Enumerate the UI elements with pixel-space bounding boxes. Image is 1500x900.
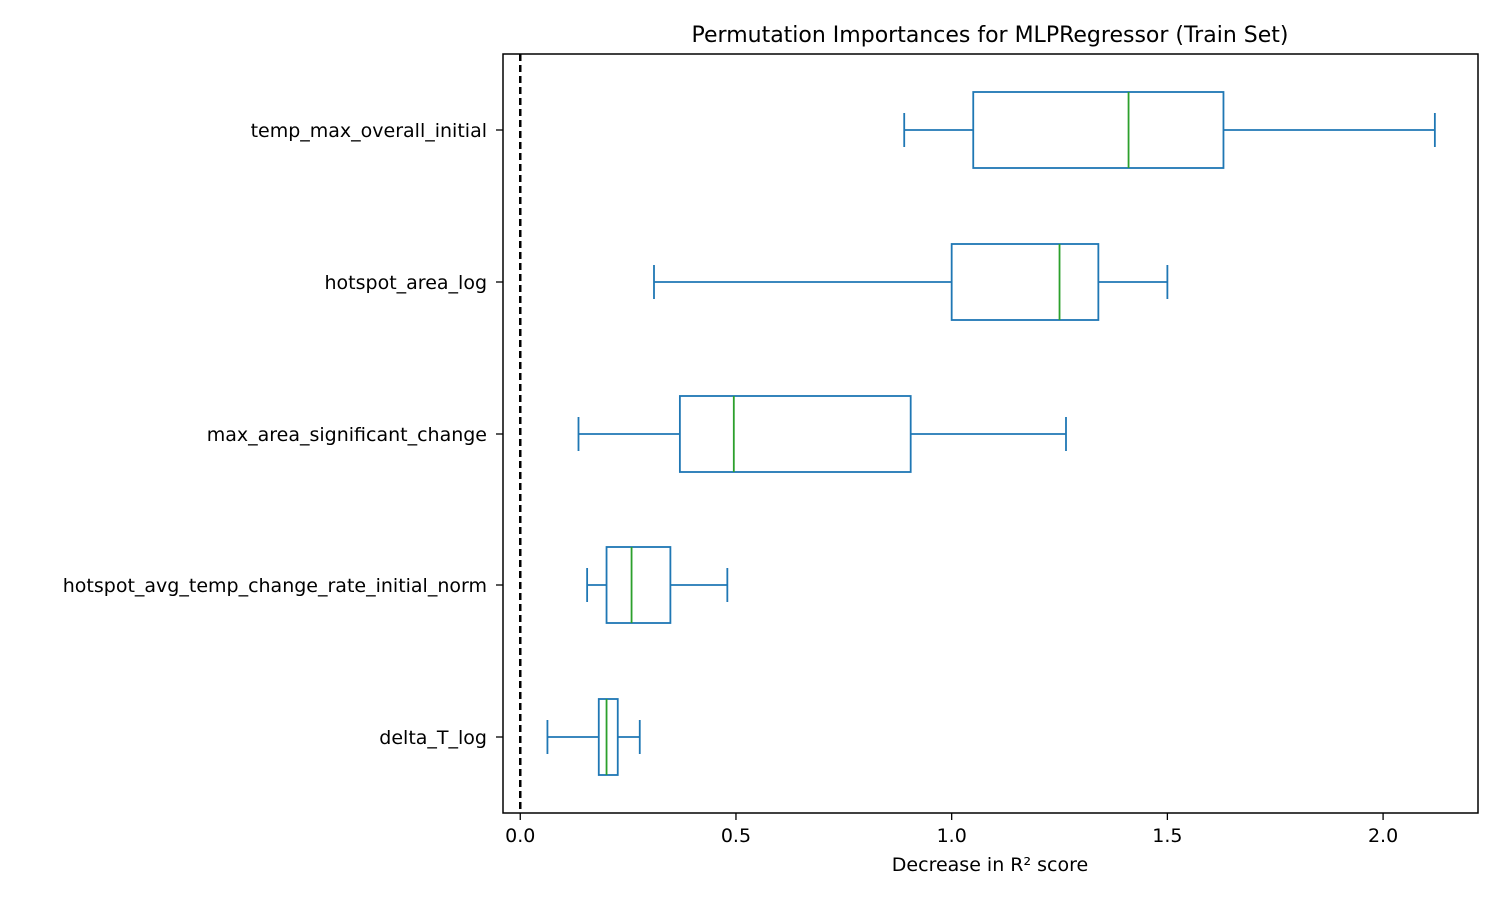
iqr-box [678, 395, 912, 473]
y-tick-label: delta_T_log [379, 727, 487, 749]
x-tick-label: 1.0 [937, 825, 967, 847]
box-hotspot_avg_temp_change_rate_initial_norm [586, 546, 729, 624]
box-max_area_significant_change [577, 395, 1067, 473]
iqr-box [972, 91, 1225, 169]
y-tick-label: hotspot_area_log [325, 272, 487, 294]
y-tick-label: hotspot_avg_temp_change_rate_initial_nor… [63, 575, 487, 597]
x-tick-label: 2.0 [1368, 825, 1398, 847]
y-axis: temp_max_overall_initial hotspot_area_log… [63, 120, 503, 749]
iqr-box [597, 698, 619, 776]
iqr-box [605, 546, 672, 624]
iqr-box [950, 243, 1100, 321]
x-tick-label: 1.5 [1152, 825, 1182, 847]
x-tick-label: 0.5 [721, 825, 751, 847]
y-tick-label: max_area_significant_change [207, 424, 487, 446]
x-tick-label: 0.0 [505, 825, 535, 847]
x-axis: 0.0 0.5 1.0 1.5 2.0 [505, 813, 1398, 847]
y-tick-label: temp_max_overall_initial [251, 120, 487, 142]
chart-title: Permutation Importances for MLPRegressor… [692, 23, 1289, 48]
plot-area [519, 54, 1436, 813]
x-axis-label: Decrease in R² score [892, 854, 1088, 876]
box-hotspot_area_log [653, 243, 1169, 321]
box-delta_T_log [546, 698, 641, 776]
box-temp_max_overall_initial [903, 91, 1436, 169]
